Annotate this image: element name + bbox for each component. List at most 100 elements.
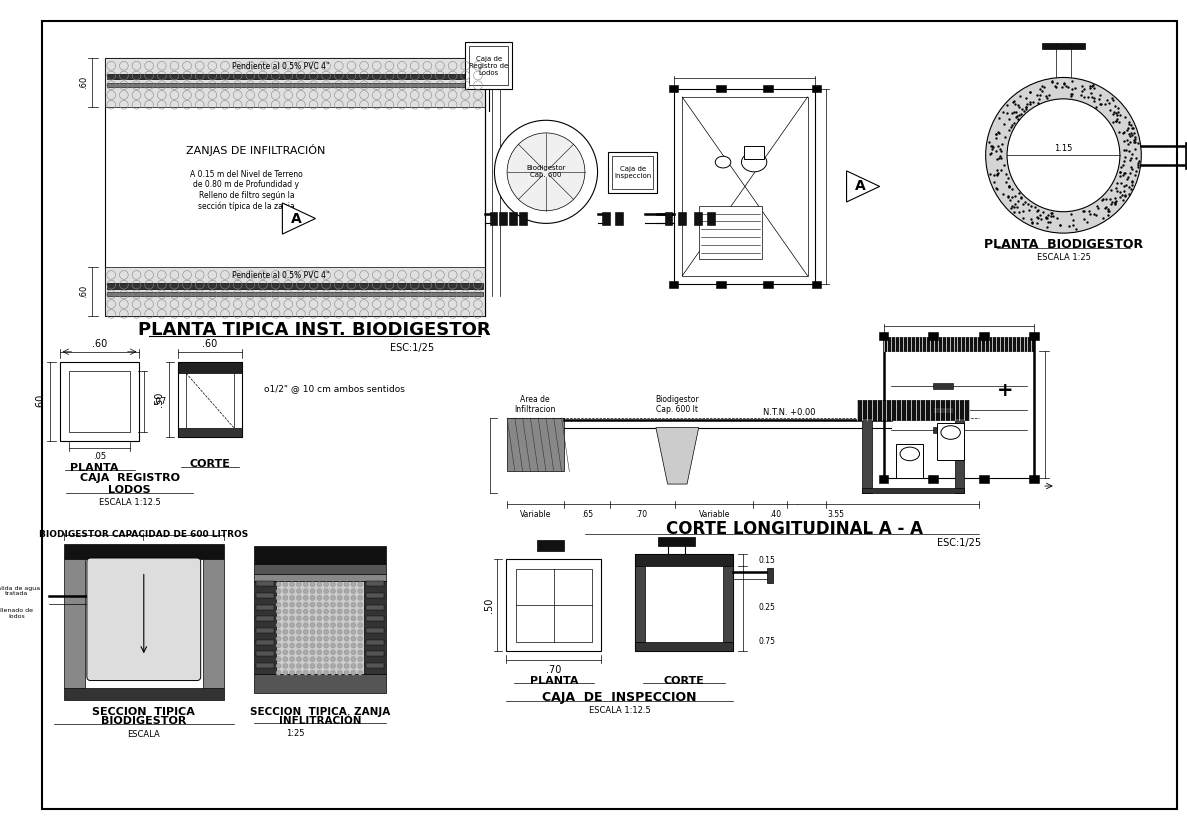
Circle shape [283,637,287,641]
Polygon shape [283,203,316,234]
Text: Variable: Variable [520,510,551,519]
Circle shape [290,582,294,587]
Circle shape [337,657,342,662]
Circle shape [351,622,356,627]
Bar [763,85,773,92]
Text: Area de
Infiltracion: Area de Infiltracion [515,394,556,414]
Circle shape [357,643,363,648]
Circle shape [277,609,281,614]
Bar [612,156,653,189]
Ellipse shape [742,153,767,172]
Bar [203,559,224,688]
Text: Biodigestor
Cap. 600: Biodigestor Cap. 600 [526,165,566,178]
Bar [364,581,386,674]
Circle shape [310,582,315,587]
Circle shape [283,603,287,607]
Bar [658,536,694,546]
Circle shape [330,603,336,607]
Circle shape [283,643,287,648]
Circle shape [290,671,294,675]
Circle shape [310,637,315,641]
Circle shape [324,663,329,668]
Circle shape [351,588,356,593]
Bar [366,640,383,645]
Circle shape [310,616,315,621]
Circle shape [277,629,281,634]
Bar [1042,43,1085,49]
Circle shape [290,622,294,627]
Text: SECCION  TIPICA: SECCION TIPICA [93,706,195,716]
Circle shape [290,657,294,662]
Bar [812,281,821,287]
Bar [178,362,241,437]
Circle shape [337,603,342,607]
Circle shape [351,637,356,641]
Circle shape [304,603,309,607]
Circle shape [283,588,287,593]
Bar [256,628,274,633]
Text: PLANTA  BIODIGESTOR: PLANTA BIODIGESTOR [984,238,1143,251]
Circle shape [297,663,301,668]
Circle shape [297,588,301,593]
Text: PLANTA: PLANTA [70,462,119,472]
Circle shape [357,671,363,675]
Circle shape [1007,99,1119,212]
Circle shape [297,603,301,607]
Text: A: A [291,212,301,226]
Text: 1.15: 1.15 [1054,144,1073,153]
Circle shape [304,609,309,614]
Circle shape [337,643,342,648]
Circle shape [283,595,287,600]
Circle shape [304,657,309,662]
Bar [928,476,938,483]
Circle shape [330,657,336,662]
Circle shape [283,622,287,627]
Text: CAJA  REGISTRO: CAJA REGISTRO [80,473,179,483]
Circle shape [317,637,322,641]
Text: LODOS: LODOS [108,485,151,495]
Circle shape [277,588,281,593]
Bar [256,640,274,645]
Circle shape [304,629,309,634]
Circle shape [310,603,315,607]
Text: Pendiente al 0.5% PVC 4": Pendiente al 0.5% PVC 4" [231,62,329,71]
Circle shape [304,637,309,641]
Text: CORTE: CORTE [190,459,230,469]
Circle shape [337,637,342,641]
Circle shape [317,582,322,587]
Circle shape [310,643,315,648]
Circle shape [324,603,329,607]
Circle shape [283,657,287,662]
Circle shape [985,77,1141,233]
Circle shape [330,637,336,641]
Bar [64,544,224,559]
Bar [256,663,274,668]
Bar [106,267,484,315]
Bar [107,283,483,289]
Bar [933,408,953,413]
Ellipse shape [900,447,920,461]
Circle shape [304,663,309,668]
Text: .60: .60 [80,285,89,298]
Circle shape [344,609,349,614]
Circle shape [330,643,336,648]
Circle shape [344,629,349,634]
Circle shape [357,657,363,662]
Bar [59,362,139,442]
Circle shape [290,588,294,593]
Circle shape [277,671,281,675]
Text: .05: .05 [93,452,106,461]
Bar [366,663,383,668]
Text: .40: .40 [769,510,781,519]
Bar [254,674,386,693]
Bar [635,642,732,652]
Text: ESCALA 1:12.5: ESCALA 1:12.5 [589,706,650,715]
Bar [878,332,888,340]
Circle shape [351,657,356,662]
Circle shape [324,629,329,634]
Text: ZANJAS DE INFILTRACIÓN: ZANJAS DE INFILTRACIÓN [186,144,325,156]
Circle shape [277,622,281,627]
Bar [812,85,821,92]
Bar [857,400,969,420]
Text: CORTE LONGITUDINAL A - A: CORTE LONGITUDINAL A - A [666,520,922,538]
